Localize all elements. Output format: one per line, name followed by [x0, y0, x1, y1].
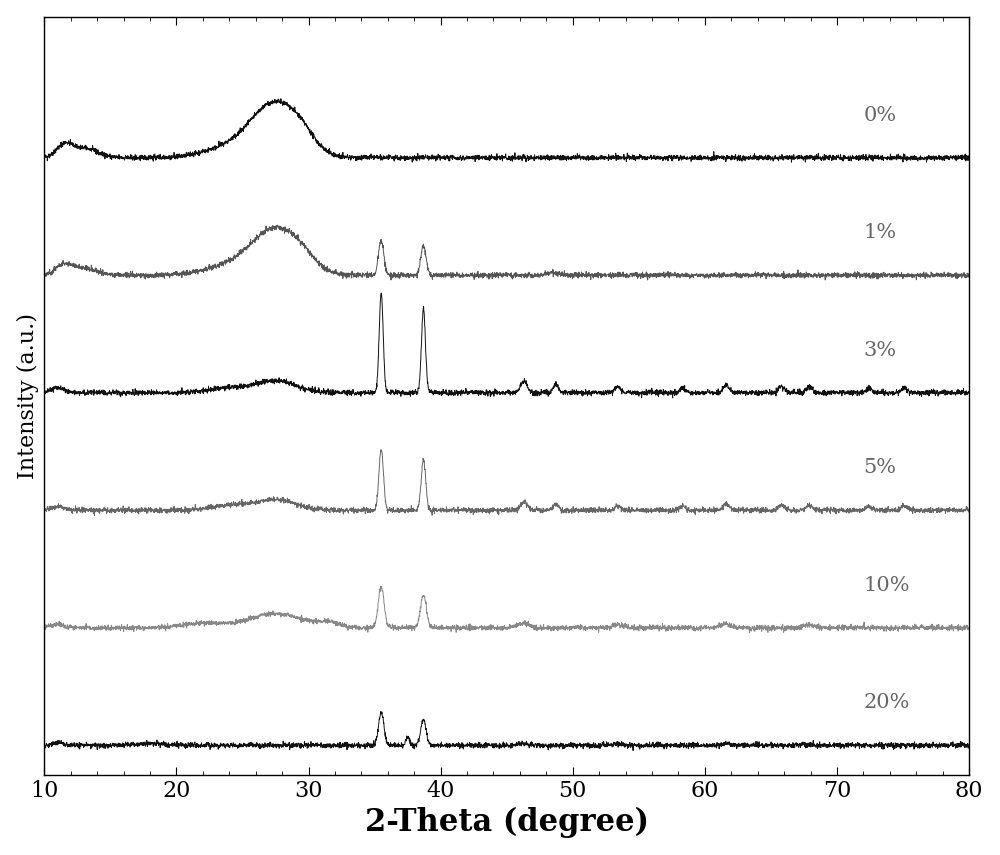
Text: 10%: 10% — [863, 576, 910, 595]
Text: 5%: 5% — [863, 458, 896, 477]
Y-axis label: Intensity (a.u.): Intensity (a.u.) — [17, 313, 39, 479]
Text: 3%: 3% — [863, 341, 897, 360]
Text: 20%: 20% — [863, 693, 910, 712]
Text: 0%: 0% — [863, 106, 897, 125]
Text: 1%: 1% — [863, 223, 897, 242]
X-axis label: 2-Theta (degree): 2-Theta (degree) — [365, 807, 649, 839]
